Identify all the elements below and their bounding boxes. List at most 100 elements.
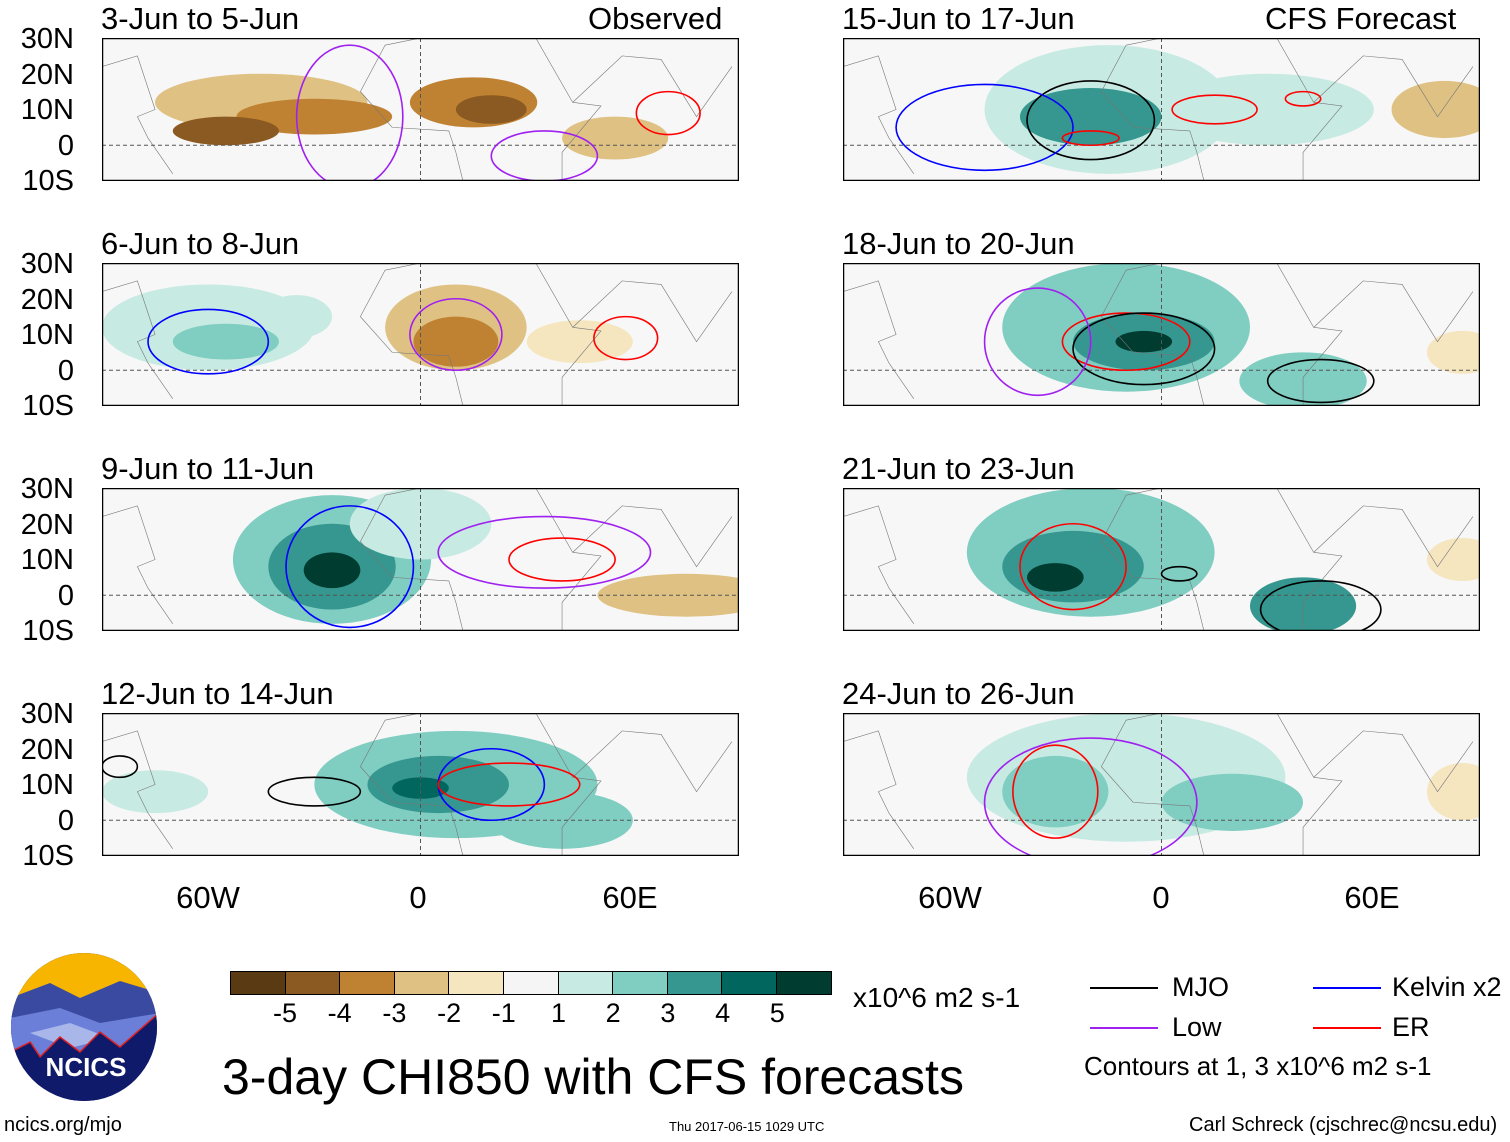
- anomaly-shading: [1002, 755, 1109, 828]
- map-panel: [843, 488, 1480, 631]
- coast-africa: [1101, 713, 1342, 856]
- contour-note: Contours at 1, 3 x10^6 m2 s-1: [1084, 1051, 1432, 1081]
- map-panel: [843, 38, 1480, 181]
- coast-asia: [573, 56, 732, 117]
- coast-americas: [102, 56, 173, 174]
- coast-americas: [843, 281, 914, 399]
- coast-asia: [1314, 281, 1473, 342]
- timestamp: Thu 2017-06-15 1029 UTC: [669, 1119, 825, 1134]
- figure-title: 3-day CHI850 with CFS forecasts: [222, 1049, 964, 1105]
- logo-text: NCICS: [46, 1052, 127, 1082]
- url-link[interactable]: ncics.org/mjo: [4, 1114, 122, 1136]
- er-contour: [1013, 745, 1098, 838]
- mjo-contour: [1162, 567, 1197, 581]
- coast-africa-west: [360, 92, 463, 181]
- coast-americas: [102, 731, 173, 849]
- lat-tick: 30N: [20, 23, 74, 55]
- legend-low-line: [1090, 1027, 1158, 1029]
- colorbar-swatch: [285, 972, 341, 994]
- anomaly-shading: [1019, 88, 1162, 146]
- map-panel: [843, 713, 1480, 856]
- anomaly-shading: [455, 95, 527, 124]
- anomaly-shading: [172, 116, 279, 146]
- anomaly-shading: [392, 777, 449, 799]
- anomaly-shading: [1161, 73, 1374, 146]
- lat-tick: 30N: [20, 698, 74, 730]
- colorbar-label: 3: [660, 998, 676, 1028]
- lat-tick: 10S: [22, 840, 74, 872]
- anomaly-shading: [261, 295, 333, 339]
- colorbar-swatch: [667, 972, 723, 994]
- lat-tick: 10S: [22, 390, 74, 422]
- kelvin-contour: [286, 506, 413, 628]
- lon-tick-0-left: 0: [409, 880, 427, 915]
- colorbar-swatch: [340, 972, 395, 994]
- mjo-contour: [1073, 313, 1215, 385]
- lat-tick: 10S: [22, 165, 74, 197]
- lat-tick: 10N: [20, 94, 74, 126]
- low-contour: [410, 299, 502, 371]
- lat-tick: 30N: [20, 473, 74, 505]
- low-contour: [985, 738, 1197, 856]
- coast-africa: [1101, 38, 1342, 181]
- colorbar-label: 1: [550, 998, 567, 1028]
- coast-asia: [573, 731, 732, 792]
- coast-americas: [102, 506, 173, 624]
- er-contour: [1172, 95, 1257, 124]
- colorbar: [230, 971, 832, 995]
- colorbar-swatch: [613, 972, 668, 994]
- low-contour: [491, 131, 597, 181]
- lat-tick: 0: [57, 354, 74, 387]
- panel-title: 18-Jun to 20-Jun: [842, 226, 1075, 261]
- er-contour: [594, 317, 658, 360]
- ncics-logo: NCICS: [11, 953, 157, 1101]
- er-contour: [1062, 313, 1189, 370]
- low-contour: [438, 517, 650, 589]
- legend-er-line: [1313, 1027, 1381, 1029]
- colorbar-swatch: [231, 972, 286, 994]
- anomaly-shading: [172, 323, 279, 360]
- observed-label: Observed: [588, 1, 723, 36]
- lat-tick: 10N: [20, 769, 74, 801]
- colorbar-units: x10^6 m2 s-1: [853, 982, 1021, 1013]
- lon-tick-60w-left: 60W: [176, 880, 240, 915]
- legend-er-label: ER: [1392, 1012, 1430, 1042]
- credit: Carl Schreck (cjschrec@ncsu.edu): [1189, 1114, 1498, 1136]
- lat-tick: 0: [57, 129, 74, 162]
- panel-title: 6-Jun to 8-Jun: [101, 226, 300, 261]
- coast-africa-west: [360, 317, 463, 406]
- er-contour: [509, 538, 615, 581]
- colorbar-swatch: [394, 972, 450, 994]
- coast-asia: [1314, 506, 1473, 567]
- colorbar-label: -2: [437, 998, 462, 1028]
- coast-africa-west: [1101, 767, 1204, 856]
- lon-tick-60w-right: 60W: [918, 880, 982, 915]
- er-contour: [1062, 131, 1119, 145]
- legend-mjo-line: [1090, 987, 1158, 989]
- coast-africa: [360, 713, 601, 856]
- colorbar-label: -1: [491, 998, 516, 1028]
- anomaly-shading: [236, 98, 393, 135]
- legend-kelvin-line: [1313, 987, 1381, 989]
- lon-tick-0-right: 0: [1152, 880, 1170, 915]
- lat-tick: 20N: [20, 733, 74, 766]
- lat-tick: 20N: [20, 508, 74, 541]
- er-contour: [636, 92, 700, 135]
- low-contour: [985, 288, 1091, 395]
- coast-africa-west: [360, 542, 463, 631]
- panel-title: 9-Jun to 11-Jun: [101, 451, 315, 486]
- anomaly-shading: [562, 116, 669, 160]
- colorbar-label: -5: [272, 998, 298, 1028]
- anomaly-shading: [413, 316, 499, 367]
- er-contour: [1285, 92, 1320, 106]
- coast-africa: [360, 38, 601, 181]
- lon-tick-60e-right: 60E: [1344, 880, 1400, 915]
- panel-title: 24-Jun to 26-Jun: [842, 676, 1075, 711]
- legend-mjo-label: MJO: [1172, 972, 1229, 1002]
- colorbar-swatch: [776, 972, 831, 994]
- mjo-contour: [268, 777, 360, 806]
- lat-tick: 10N: [20, 544, 74, 576]
- lat-tick: 10N: [20, 319, 74, 351]
- coast-africa: [360, 488, 601, 631]
- colorbar-swatch: [722, 972, 777, 994]
